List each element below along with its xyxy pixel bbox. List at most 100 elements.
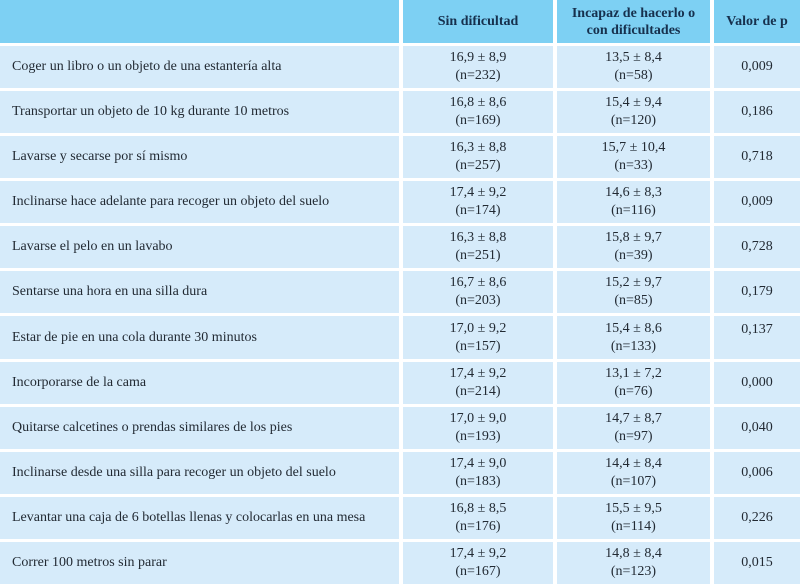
sin-dificultad-cell: 17,4 ± 9,2 (n=167): [403, 541, 553, 584]
mean-sd-value: 15,4 ± 9,4: [605, 95, 662, 111]
sample-n-value: (n=97): [614, 428, 653, 444]
sin-dificultad-cell: 17,4 ± 9,2 (n=174): [403, 181, 553, 224]
sample-n-value: (n=114): [611, 518, 656, 534]
activity-cell: Incorporarse de la cama: [0, 361, 399, 404]
mean-sd-value: 16,8 ± 8,6: [449, 95, 507, 111]
mean-sd-value: 15,4 ± 8,6: [605, 320, 662, 336]
mean-sd-value: 16,8 ± 8,5: [449, 500, 507, 516]
header-activity-empty: [0, 0, 399, 43]
mean-sd-value: 15,7 ± 10,4: [601, 140, 666, 156]
p-value-cell: 0,718: [714, 136, 800, 179]
mean-sd-value: 16,9 ± 8,9: [449, 50, 507, 66]
header-sin-dificultad: Sin dificultad: [403, 0, 553, 43]
sample-n-value: (n=251): [455, 248, 501, 264]
incapaz-cell: 13,5 ± 8,4 (n=58): [557, 46, 710, 89]
incapaz-cell: 14,7 ± 8,7 (n=97): [557, 406, 710, 449]
mean-sd-value: 16,3 ± 8,8: [449, 230, 507, 246]
mean-sd-value: 17,4 ± 9,0: [449, 455, 507, 471]
mean-sd-value: 14,8 ± 8,4: [605, 545, 662, 561]
activity-cell: Coger un libro o un objeto de una estant…: [0, 46, 399, 89]
activity-cell: Lavarse y secarse por sí mismo: [0, 136, 399, 179]
sin-dificultad-cell: 16,8 ± 8,6 (n=169): [403, 91, 553, 134]
incapaz-cell: 15,8 ± 9,7 (n=39): [557, 226, 710, 269]
p-value-cell: 0,728: [714, 226, 800, 269]
sample-n-value: (n=157): [455, 338, 501, 354]
sample-n-value: (n=193): [455, 428, 501, 444]
mean-sd-value: 17,4 ± 9,2: [449, 545, 507, 561]
sample-n-value: (n=174): [455, 203, 501, 219]
p-value-cell: 0,040: [714, 406, 800, 449]
incapaz-cell: 15,4 ± 9,4 (n=120): [557, 91, 710, 134]
mean-sd-value: 16,3 ± 8,8: [449, 140, 507, 156]
mean-sd-value: 14,6 ± 8,3: [605, 185, 662, 201]
sample-n-value: (n=232): [455, 68, 501, 84]
activity-cell: Quitarse calcetines o prendas similares …: [0, 406, 399, 449]
activity-cell: Inclinarse desde una silla para recoger …: [0, 451, 399, 494]
sample-n-value: (n=116): [611, 203, 656, 219]
sin-dificultad-cell: 16,3 ± 8,8 (n=251): [403, 226, 553, 269]
mean-sd-value: 15,5 ± 9,5: [605, 500, 662, 516]
mean-sd-value: 14,4 ± 8,4: [605, 455, 662, 471]
sin-dificultad-cell: 17,4 ± 9,0 (n=183): [403, 451, 553, 494]
mean-sd-value: 14,7 ± 8,7: [605, 410, 662, 426]
p-value-cell: 0,006: [714, 451, 800, 494]
incapaz-cell: 13,1 ± 7,2 (n=76): [557, 361, 710, 404]
sin-dificultad-cell: 16,7 ± 8,6 (n=203): [403, 271, 553, 314]
mean-sd-value: 15,2 ± 9,7: [605, 275, 662, 291]
activity-cell: Sentarse una hora en una silla dura: [0, 271, 399, 314]
incapaz-cell: 15,4 ± 8,6 (n=133): [557, 316, 710, 359]
sample-n-value: (n=123): [610, 563, 657, 579]
mean-sd-value: 17,0 ± 9,0: [449, 410, 507, 426]
sample-n-value: (n=183): [455, 473, 501, 489]
sample-n-value: (n=169): [455, 113, 501, 129]
sample-n-value: (n=76): [614, 383, 653, 399]
incapaz-cell: 15,7 ± 10,4 (n=33): [557, 136, 710, 179]
p-value-cell: 0,009: [714, 181, 800, 224]
p-value-cell: 0,015: [714, 541, 800, 584]
sin-dificultad-cell: 16,8 ± 8,5 (n=176): [403, 496, 553, 539]
sample-n-value: (n=203): [455, 293, 501, 309]
sample-n-value: (n=120): [610, 113, 657, 129]
header-incapaz: Incapaz de hacerlo o con dificultades: [557, 0, 710, 43]
activity-cell: Inclinarse hace adelante para recoger un…: [0, 181, 399, 224]
sample-n-value: (n=176): [455, 518, 501, 534]
p-value-cell: 0,179: [714, 271, 800, 314]
sample-n-value: (n=85): [614, 293, 653, 309]
incapaz-cell: 14,6 ± 8,3 (n=116): [557, 181, 710, 224]
sample-n-value: (n=214): [455, 383, 501, 399]
mean-sd-value: 17,4 ± 9,2: [449, 185, 507, 201]
incapaz-cell: 14,4 ± 8,4 (n=107): [557, 451, 710, 494]
activity-cell: Transportar un objeto de 10 kg durante 1…: [0, 91, 399, 134]
incapaz-cell: 15,2 ± 9,7 (n=85): [557, 271, 710, 314]
sample-n-value: (n=39): [614, 248, 653, 264]
sin-dificultad-cell: 16,9 ± 8,9 (n=232): [403, 46, 553, 89]
p-value-cell: 0,186: [714, 91, 800, 134]
header-valor-de-p: Valor de p: [714, 0, 800, 43]
activity-cell: Estar de pie en una cola durante 30 minu…: [0, 316, 399, 359]
activity-cell: Lavarse el pelo en un lavabo: [0, 226, 399, 269]
p-value-cell: 0,137: [714, 316, 800, 359]
sin-dificultad-cell: 17,4 ± 9,2 (n=214): [403, 361, 553, 404]
activity-cell: Levantar una caja de 6 botellas llenas y…: [0, 496, 399, 539]
incapaz-cell: 15,5 ± 9,5 (n=114): [557, 496, 710, 539]
mean-sd-value: 13,1 ± 7,2: [605, 365, 662, 381]
mean-sd-value: 15,8 ± 9,7: [605, 230, 662, 246]
sample-n-value: (n=257): [455, 158, 501, 174]
sample-n-value: (n=133): [610, 338, 657, 354]
sin-dificultad-cell: 17,0 ± 9,2 (n=157): [403, 316, 553, 359]
p-value-cell: 0,226: [714, 496, 800, 539]
mean-sd-value: 17,4 ± 9,2: [449, 365, 507, 381]
mean-sd-value: 13,5 ± 8,4: [605, 50, 662, 66]
sample-n-value: (n=107): [610, 473, 657, 489]
sample-n-value: (n=33): [614, 158, 653, 174]
sin-dificultad-cell: 17,0 ± 9,0 (n=193): [403, 406, 553, 449]
mean-sd-value: 17,0 ± 9,2: [449, 320, 507, 336]
activity-cell: Correr 100 metros sin parar: [0, 541, 399, 584]
sample-n-value: (n=167): [455, 563, 501, 579]
p-value-cell: 0,009: [714, 46, 800, 89]
mean-sd-value: 16,7 ± 8,6: [449, 275, 507, 291]
p-value-cell: 0,000: [714, 361, 800, 404]
sin-dificultad-cell: 16,3 ± 8,8 (n=257): [403, 136, 553, 179]
incapaz-cell: 14,8 ± 8,4 (n=123): [557, 541, 710, 584]
